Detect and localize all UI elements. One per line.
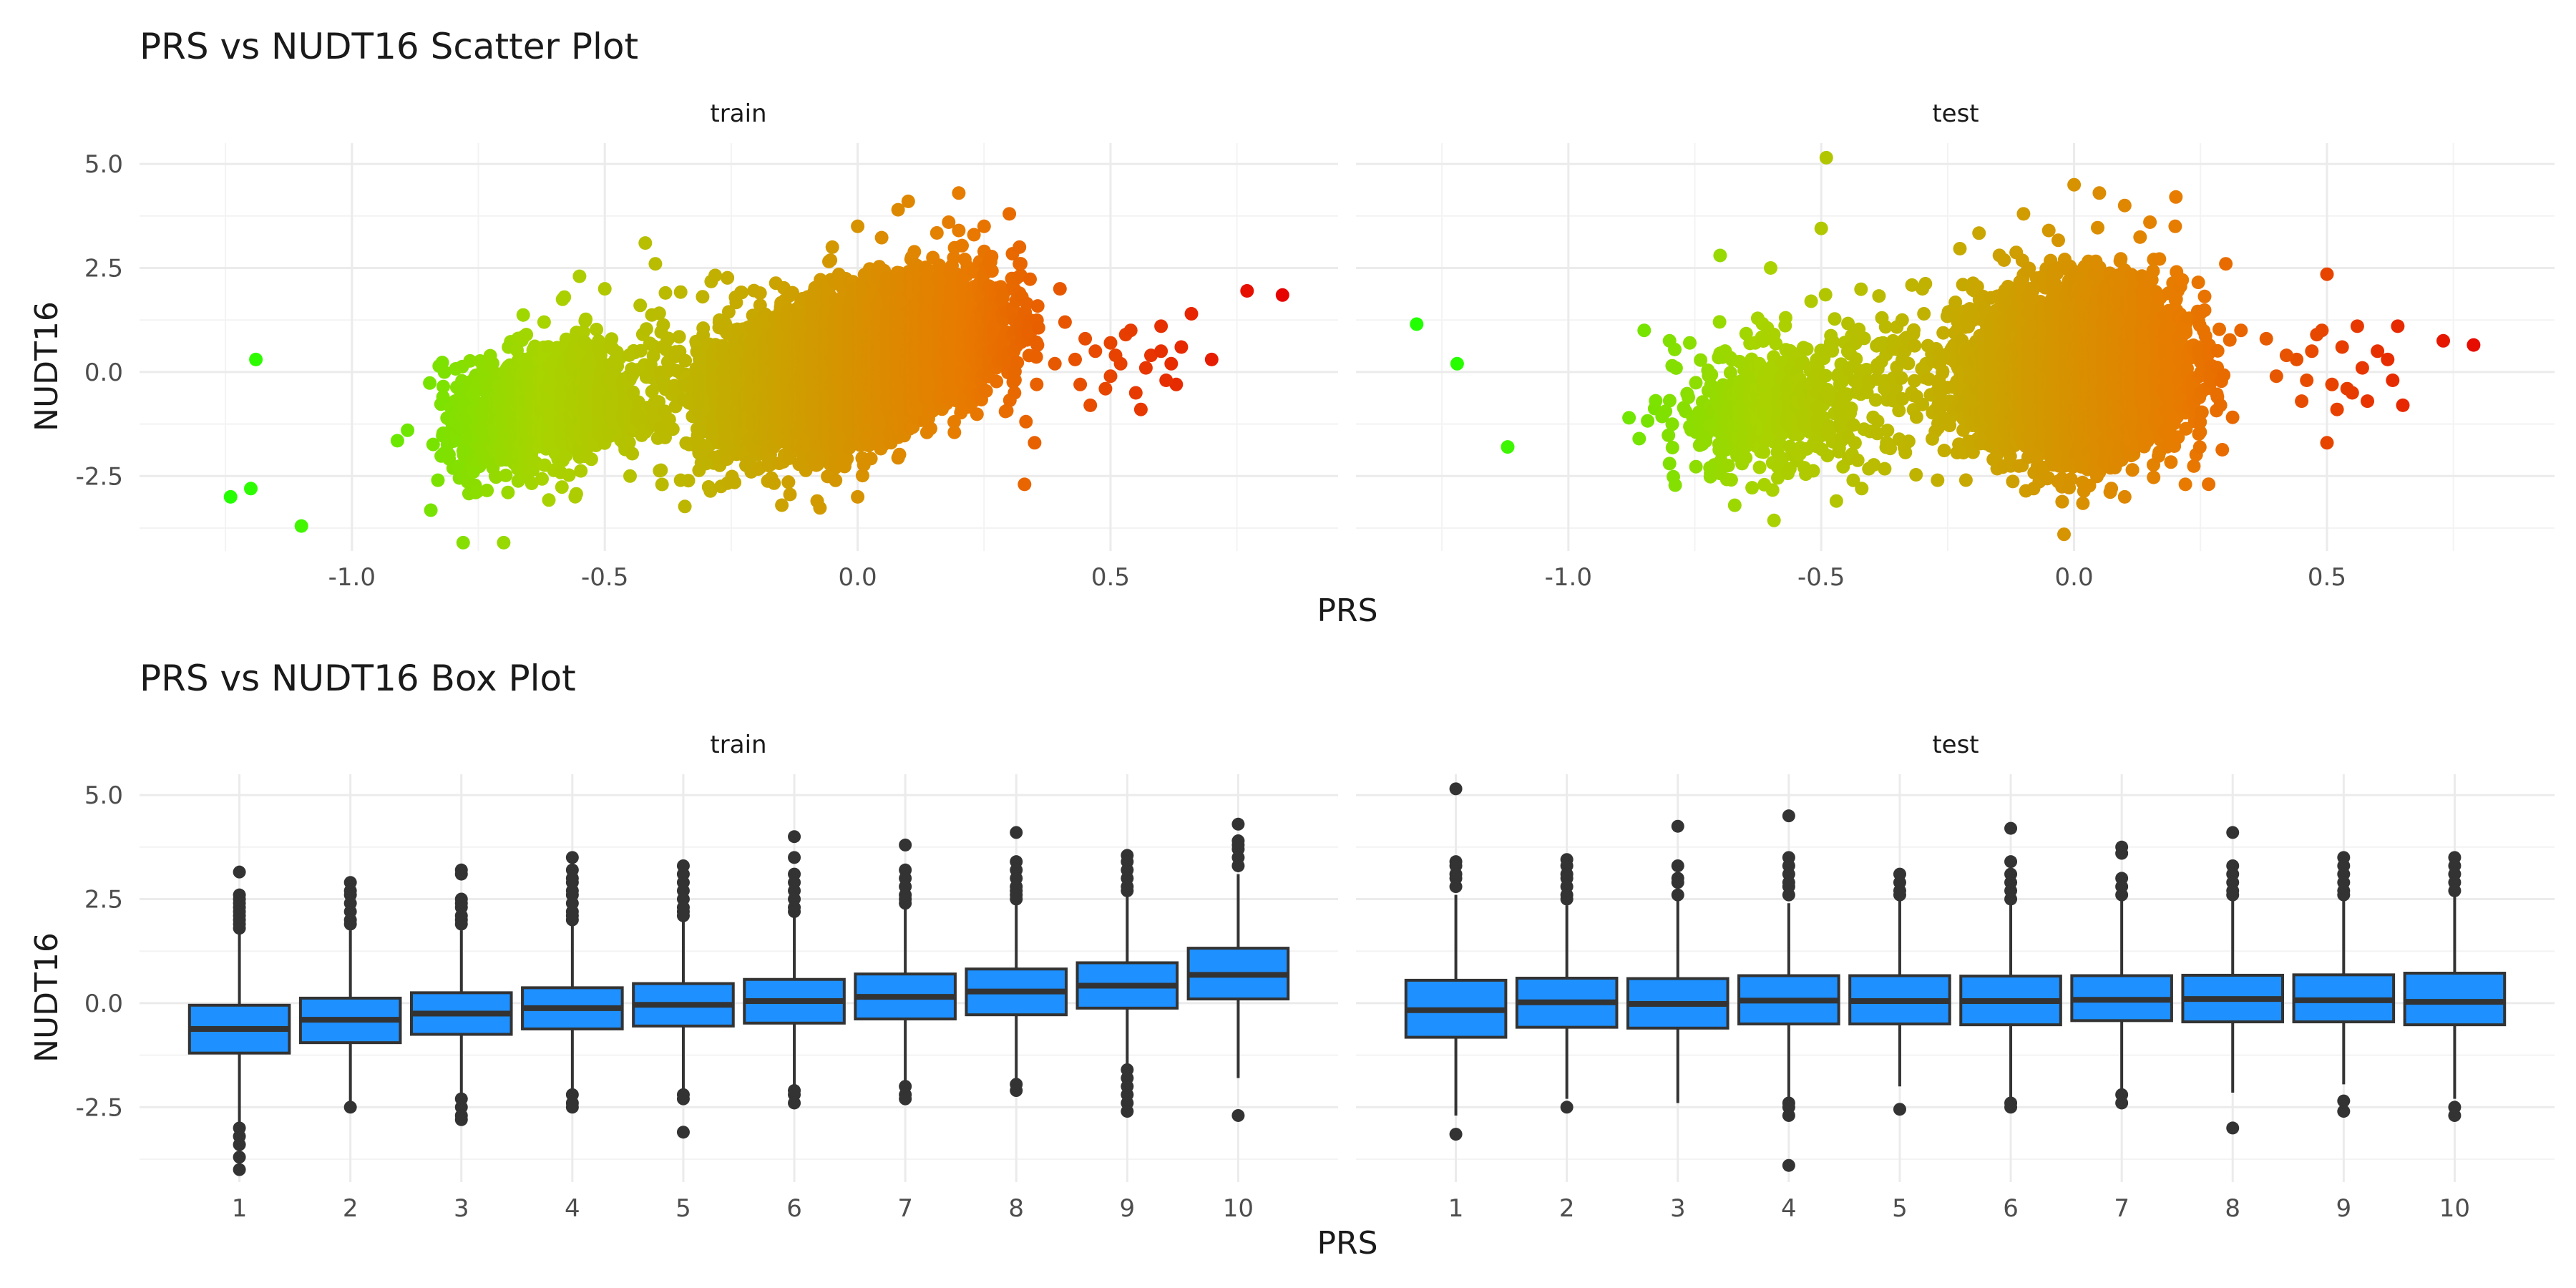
box-y-tick-label: -2.5: [76, 1093, 123, 1122]
scatter-point: [655, 477, 669, 492]
box-y-tick-label: 5.0: [84, 781, 123, 810]
box-x-tick-label: 8: [1008, 1194, 1024, 1223]
box-x-tick-label: 8: [2225, 1194, 2240, 1223]
scatter-point: [829, 473, 843, 487]
scatter-x-tick-label: -0.5: [1797, 563, 1845, 592]
box-x-tick-label: 5: [675, 1194, 691, 1223]
box-x-tick-label: 4: [1781, 1194, 1797, 1223]
box-x-tick-label: 1: [232, 1194, 248, 1223]
scatter-strip-train: train: [710, 99, 766, 128]
box-x-tick-label: 10: [1223, 1194, 1254, 1223]
scatter-y-tick-label: 2.5: [84, 254, 123, 283]
scatter-point: [470, 484, 484, 499]
scatter-x-tick-label: 0.5: [2308, 563, 2346, 592]
box-x-tick-label: 3: [1670, 1194, 1686, 1223]
scatter-point: [783, 487, 797, 502]
scatter-point: [486, 356, 499, 371]
scatter-point: [516, 308, 530, 322]
scatter-point: [656, 318, 670, 332]
scatter-point: [426, 437, 440, 452]
box-x-tick-label: 7: [897, 1194, 913, 1223]
scatter-points-train: [223, 186, 1289, 550]
scatter-point: [625, 447, 640, 461]
box-x-tick-label: 4: [565, 1194, 580, 1223]
box-strip-test: test: [1932, 731, 1979, 759]
scatter-point: [569, 487, 583, 501]
scatter-point: [525, 477, 539, 490]
scatter-point: [672, 330, 686, 344]
scatter-point: [501, 485, 515, 499]
scatter-point: [678, 353, 693, 368]
scatter-strip-test: test: [1932, 99, 1979, 128]
box-x-tick-label: 1: [1448, 1194, 1464, 1223]
box-x-tick-label: 9: [1120, 1194, 1136, 1223]
scatter-point: [639, 322, 653, 336]
scatter-x-tick-label: -1.0: [1545, 563, 1592, 592]
scatter-point: [753, 286, 767, 301]
scatter-point: [535, 472, 549, 486]
scatter-point: [652, 306, 666, 321]
scatter-y-axis-title: NUDT16: [29, 301, 65, 431]
box-x-axis-title: PRS: [1317, 1225, 1377, 1262]
scatter-point: [654, 463, 668, 477]
scatter-point: [824, 253, 838, 268]
scatter-point: [555, 480, 569, 494]
scatter-point: [480, 483, 494, 497]
scatter-point: [574, 464, 588, 478]
scatter-point: [519, 328, 534, 342]
tick-labels: -1.0 -0.5 0.0 0.5 -1.0 -0.5 0.0 0.5 5.0 2.5 0.0 -2.…: [76, 150, 2470, 1223]
box-y-tick-label: 0.0: [84, 990, 123, 1018]
scatter-title: PRS vs NUDT16 Scatter Plot: [140, 26, 638, 67]
box-y-tick-label: 2.5: [84, 885, 123, 914]
scatter-point: [781, 475, 796, 489]
scatter-point: [562, 468, 576, 482]
scatter-point: [424, 503, 438, 517]
box-x-tick-label: 3: [454, 1194, 469, 1223]
box-x-tick-label: 9: [2336, 1194, 2352, 1223]
scatter-point: [423, 376, 437, 390]
scatter-point: [579, 312, 593, 326]
scatter-x-tick-label: 0.5: [1091, 563, 1130, 592]
scatter-point: [436, 379, 450, 394]
scatter-point: [542, 493, 556, 507]
scatter-point: [590, 323, 604, 336]
box-x-tick-label: 6: [786, 1194, 802, 1223]
scatter-point: [499, 468, 513, 482]
box-x-tick-label: 6: [2003, 1194, 2019, 1223]
scatter-point: [767, 476, 781, 490]
scatter-y-tick-label: -2.5: [76, 462, 123, 491]
box-x-tick-label: 10: [2439, 1194, 2470, 1223]
box-strip-train: train: [710, 731, 766, 759]
data-marks: [187, 150, 2507, 1176]
box-x-tick-label: 2: [343, 1194, 358, 1223]
scatter-point: [735, 286, 749, 300]
scatter-point: [463, 353, 477, 368]
box-title: PRS vs NUDT16 Box Plot: [140, 658, 576, 699]
scatter-point: [665, 422, 680, 436]
scatter-point: [728, 475, 742, 489]
scatter-x-tick-label: 0.0: [2055, 563, 2094, 592]
scatter-point: [673, 285, 688, 299]
scatter-x-tick-label: 0.0: [839, 563, 877, 592]
scatter-point: [721, 270, 735, 285]
box-y-axis-title: NUDT16: [29, 932, 65, 1063]
scatter-x-tick-label: -1.0: [328, 563, 376, 592]
scatter-point: [584, 452, 598, 467]
scatter-x-axis-title: PRS: [1317, 592, 1377, 629]
scatter-y-tick-label: 5.0: [84, 150, 123, 179]
box-x-tick-label: 2: [1559, 1194, 1575, 1223]
scatter-x-tick-label: -0.5: [581, 563, 628, 592]
scatter-point: [696, 290, 710, 304]
scatter-point: [437, 365, 452, 379]
box-x-tick-label: 7: [2114, 1194, 2129, 1223]
scatter-point: [696, 321, 711, 336]
box-x-tick-label: 5: [1892, 1194, 1908, 1223]
scatter-point: [678, 499, 692, 514]
scatter-point: [708, 268, 722, 283]
scatter-y-tick-label: 0.0: [84, 358, 123, 387]
scatter-point: [431, 473, 445, 487]
